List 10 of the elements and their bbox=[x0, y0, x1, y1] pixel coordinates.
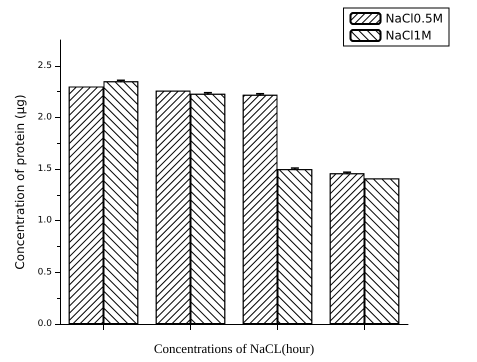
y-tick-label: 2.0 bbox=[38, 112, 52, 122]
legend-label: NaCl0.5M bbox=[386, 12, 444, 26]
y-tick-label: 1.5 bbox=[38, 164, 52, 174]
y-tick-label: 2.5 bbox=[38, 60, 52, 71]
x-axis-title: Concentrations of NaCL(hour) bbox=[154, 341, 314, 356]
y-axis-title: Concentration of protein (µg) bbox=[13, 94, 27, 270]
y-tick-label: 0.5 bbox=[38, 267, 52, 278]
legend-label: NaCl1M bbox=[386, 28, 432, 42]
y-tick-label: 1.0 bbox=[38, 216, 52, 226]
y-tick-label: 0.0 bbox=[38, 319, 52, 329]
